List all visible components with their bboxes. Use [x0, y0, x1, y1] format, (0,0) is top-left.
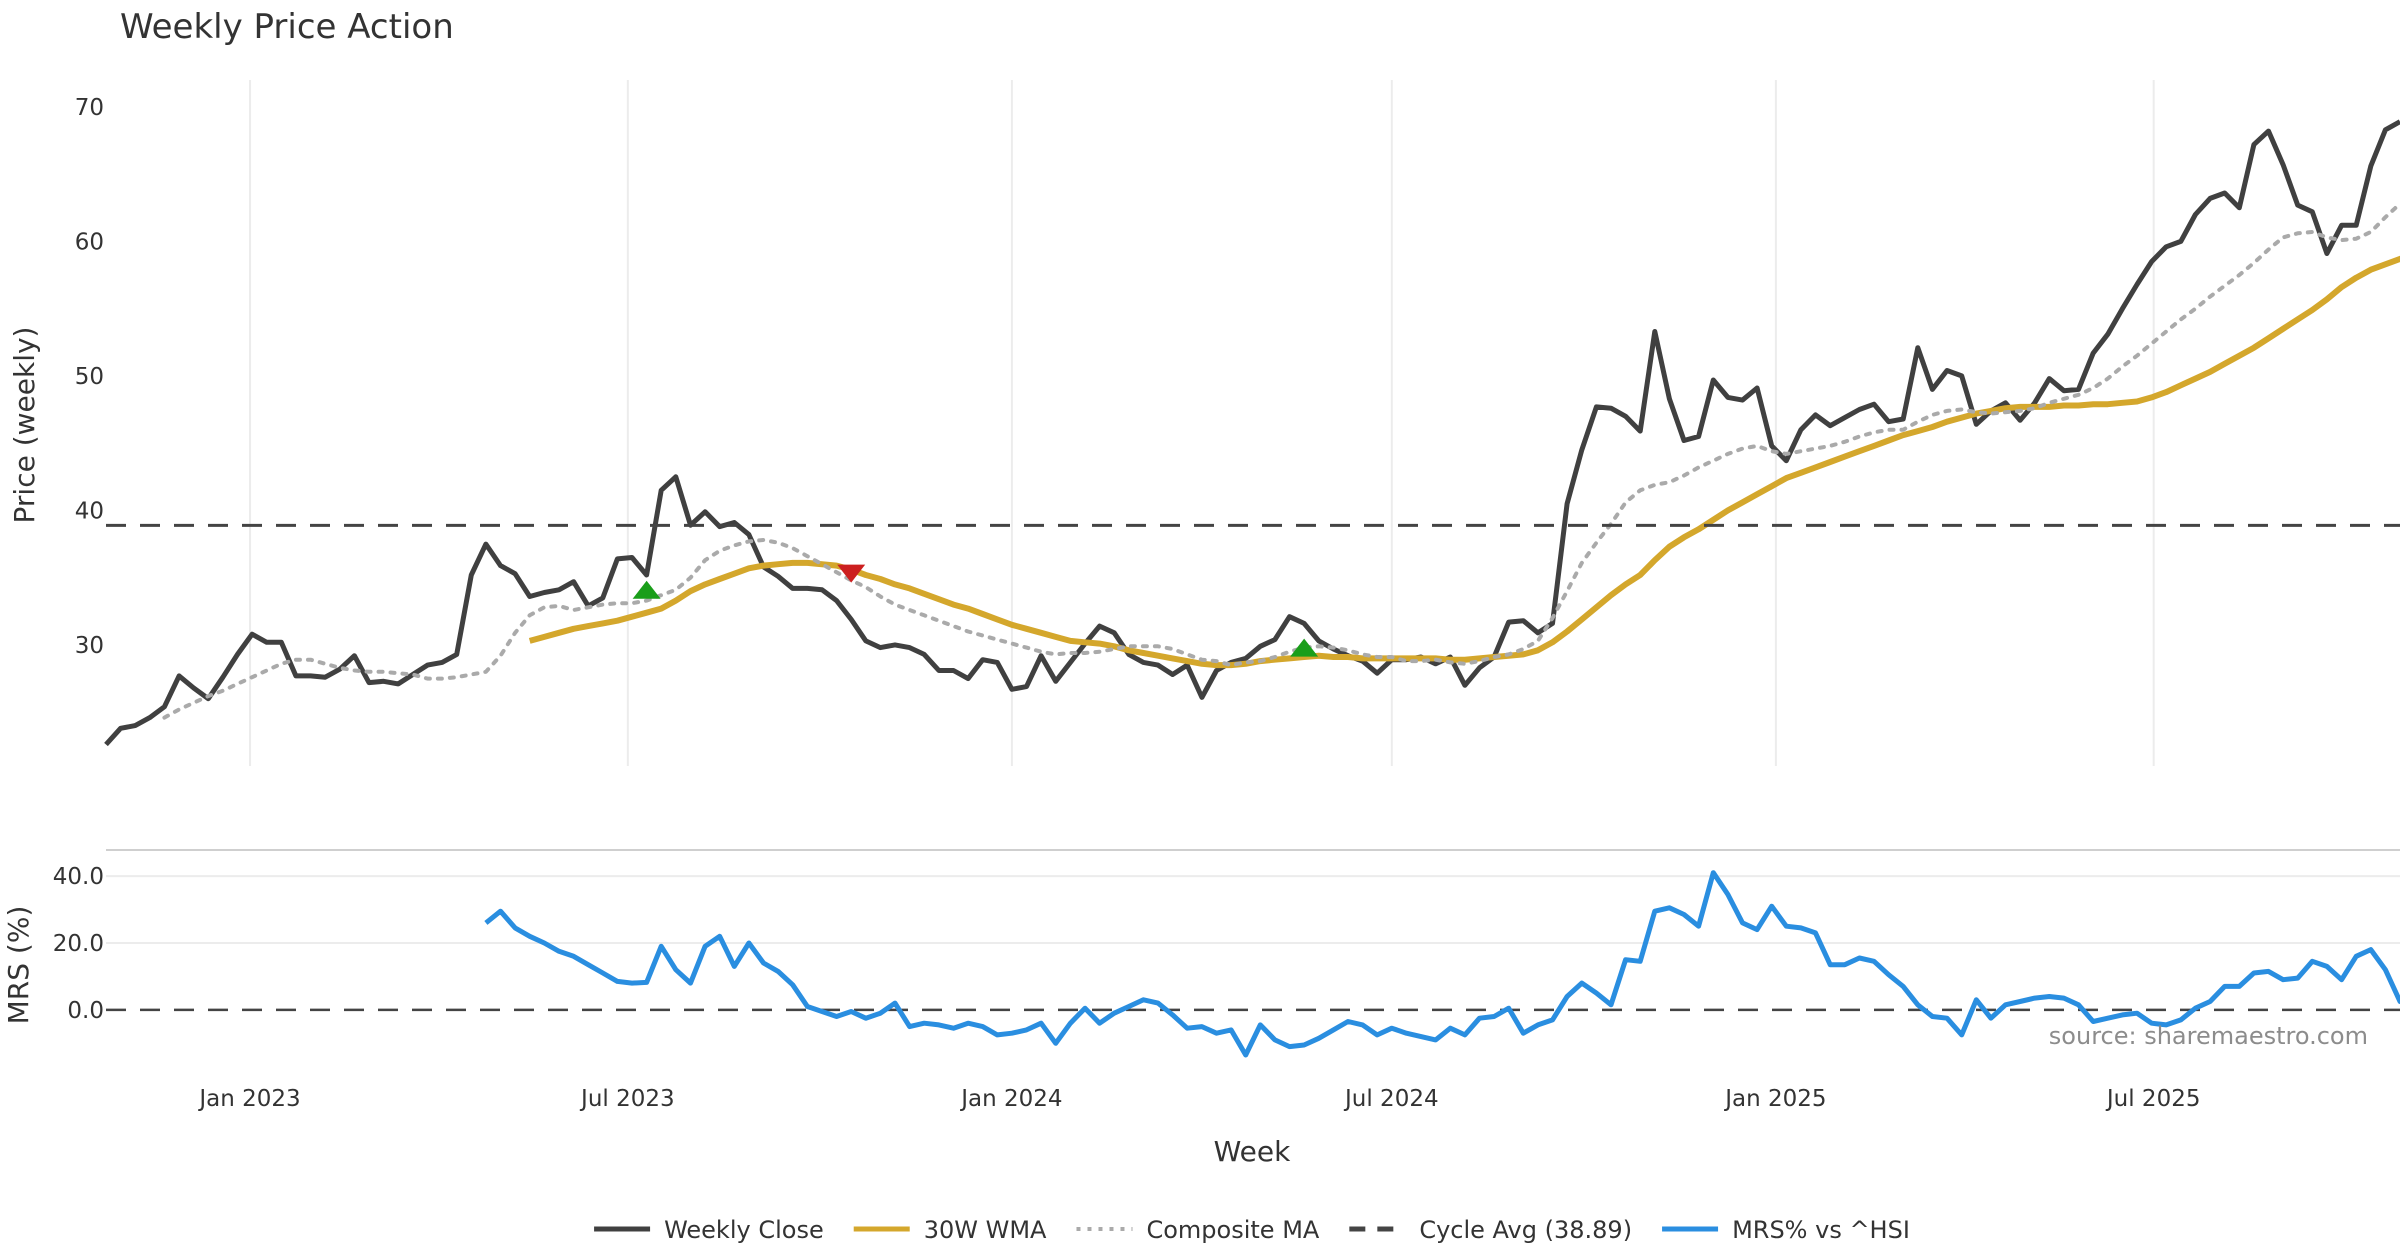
- x-axis-ticks: Jan 2023 Jul 2023 Jan 2024 Jul 2024 Jan 2025…: [197, 1086, 2200, 1112]
- legend-label: MRS% vs ^HSI: [1732, 1216, 1910, 1244]
- legend-label: Composite MA: [1146, 1216, 1319, 1244]
- x-tick-label: Jul 2023: [579, 1086, 675, 1112]
- legend-label: 30W WMA: [924, 1216, 1047, 1244]
- source-note: source: sharemaestro.com: [2049, 1022, 2368, 1050]
- price-y-axis-label: Price (weekly): [8, 327, 41, 524]
- x-tick-label: Jan 2023: [197, 1086, 300, 1112]
- sell-signal-marker: [837, 564, 866, 583]
- x-tick-label: Jul 2024: [1343, 1086, 1439, 1112]
- mrs-panel-grid: [106, 875, 2400, 1012]
- series-line-weekly-close: [104, 119, 2400, 747]
- buy-signal-marker: [632, 580, 661, 599]
- x-tick-label: Jul 2025: [2105, 1086, 2201, 1112]
- mrs-y-tick-label: 20.0: [53, 931, 104, 957]
- legend: Weekly Close 30W WMA Composite MA Cycle Avg…: [594, 1216, 1910, 1244]
- price-panel-grid: [249, 80, 2155, 766]
- mrs-y-tick-label: 0.0: [67, 998, 104, 1024]
- price-y-tick-label: 40: [75, 498, 104, 524]
- mrs-y-ticks: 0.0 20.0 40.0: [53, 864, 104, 1024]
- signal-markers: [632, 564, 1319, 657]
- legend-label: Cycle Avg (38.89): [1419, 1216, 1632, 1244]
- price-series-group: [104, 119, 2400, 747]
- chart-title: Weekly Price Action: [120, 7, 454, 47]
- price-y-tick-label: 50: [75, 364, 104, 390]
- price-y-ticks: 30 40 50 60 70: [75, 95, 104, 659]
- buy-signal-marker: [1290, 638, 1319, 657]
- series-line-mrs-vs-hsi: [484, 870, 2400, 1058]
- series-line-composite-ma: [162, 201, 2400, 720]
- price-y-tick-label: 70: [75, 95, 104, 121]
- mrs-y-tick-label: 40.0: [53, 864, 104, 890]
- mrs-series-group: [484, 870, 2400, 1058]
- x-tick-label: Jan 2024: [959, 1086, 1062, 1112]
- x-axis-label: Week: [1214, 1135, 1291, 1168]
- x-tick-label: Jan 2025: [1723, 1086, 1826, 1112]
- price-y-tick-label: 30: [75, 633, 104, 659]
- legend-label: Weekly Close: [664, 1216, 824, 1244]
- price-y-tick-label: 60: [75, 229, 104, 255]
- mrs-y-axis-label: MRS (%): [2, 906, 35, 1025]
